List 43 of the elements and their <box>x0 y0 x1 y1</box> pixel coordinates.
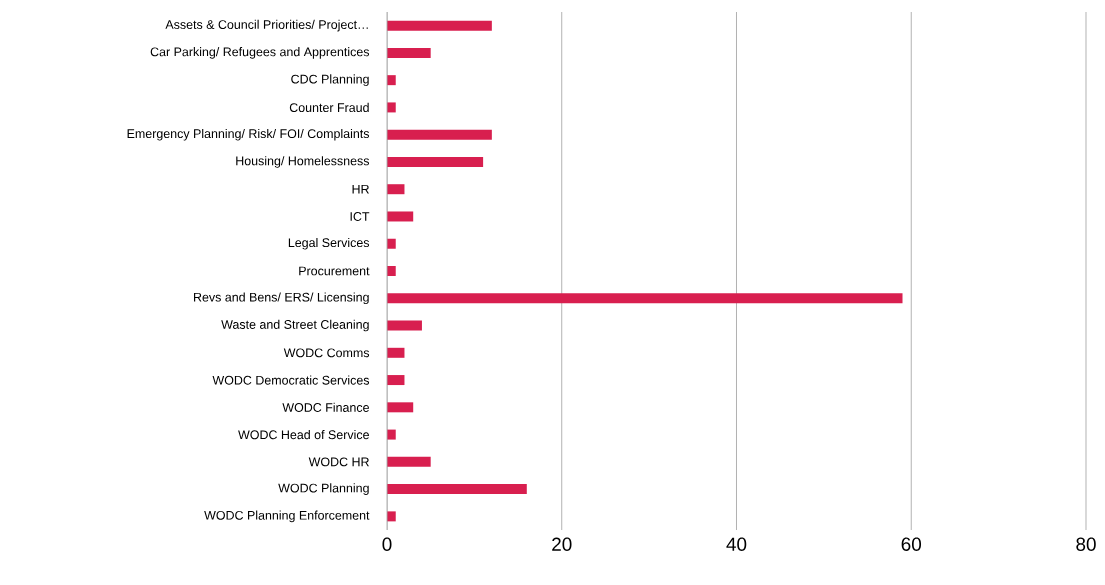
bar <box>387 320 422 331</box>
bar <box>387 211 414 222</box>
y-tick-label: HR <box>352 184 369 194</box>
x-tick-label: 80 <box>1076 537 1096 551</box>
bar <box>387 20 492 31</box>
bar <box>387 484 527 495</box>
y-tick-label: Car Parking/ Refugees and Apprentices <box>150 47 370 59</box>
bar <box>387 266 396 276</box>
x-tick-label: 20 <box>552 537 572 551</box>
bar <box>387 75 396 86</box>
x-tick-label: 40 <box>726 537 747 551</box>
bar <box>387 402 414 413</box>
bar <box>387 102 396 113</box>
y-tick-label: WODC HR <box>308 457 369 467</box>
y-tick-label: ICT <box>350 212 370 221</box>
y-tick-label: Waste and Street Cleaning <box>221 319 369 332</box>
y-tick-label: WODC Comms <box>283 348 370 358</box>
x-tick-label: 60 <box>901 537 922 551</box>
y-tick-label: WODC Democratic Services <box>212 375 370 385</box>
bar <box>387 184 405 195</box>
y-tick-label: CDC Planning <box>291 74 369 86</box>
bar <box>387 238 396 249</box>
bar <box>387 156 484 167</box>
y-tick-label: Revs and Bens/ ERS/ Licensing <box>194 292 369 305</box>
y-tick-label: Emergency Planning/ Risk/ FOI/ Complaints <box>127 128 370 141</box>
y-tick-label: Assets & Council Priorities/ Project… <box>165 19 368 32</box>
y-tick-label: WODC Finance <box>282 402 369 412</box>
bar <box>387 375 405 386</box>
bar <box>387 511 396 522</box>
y-tick-label: WODC Planning <box>278 483 369 495</box>
y-tick-label: Housing/ Homelessness <box>236 156 370 168</box>
y-tick-label: Counter Fraud <box>289 102 369 112</box>
y-tick-label: Procurement <box>299 266 370 276</box>
y-tick-label: WODC Planning Enforcement <box>204 510 370 523</box>
bar <box>387 47 431 58</box>
bar <box>387 293 903 304</box>
y-tick-label: WODC Head of Service <box>238 430 369 440</box>
bar <box>387 347 405 358</box>
bar <box>387 456 431 467</box>
bar <box>387 429 396 440</box>
y-tick-label: Legal Services <box>288 237 370 250</box>
x-tick-label: 0 <box>382 537 392 551</box>
bar <box>387 129 492 140</box>
